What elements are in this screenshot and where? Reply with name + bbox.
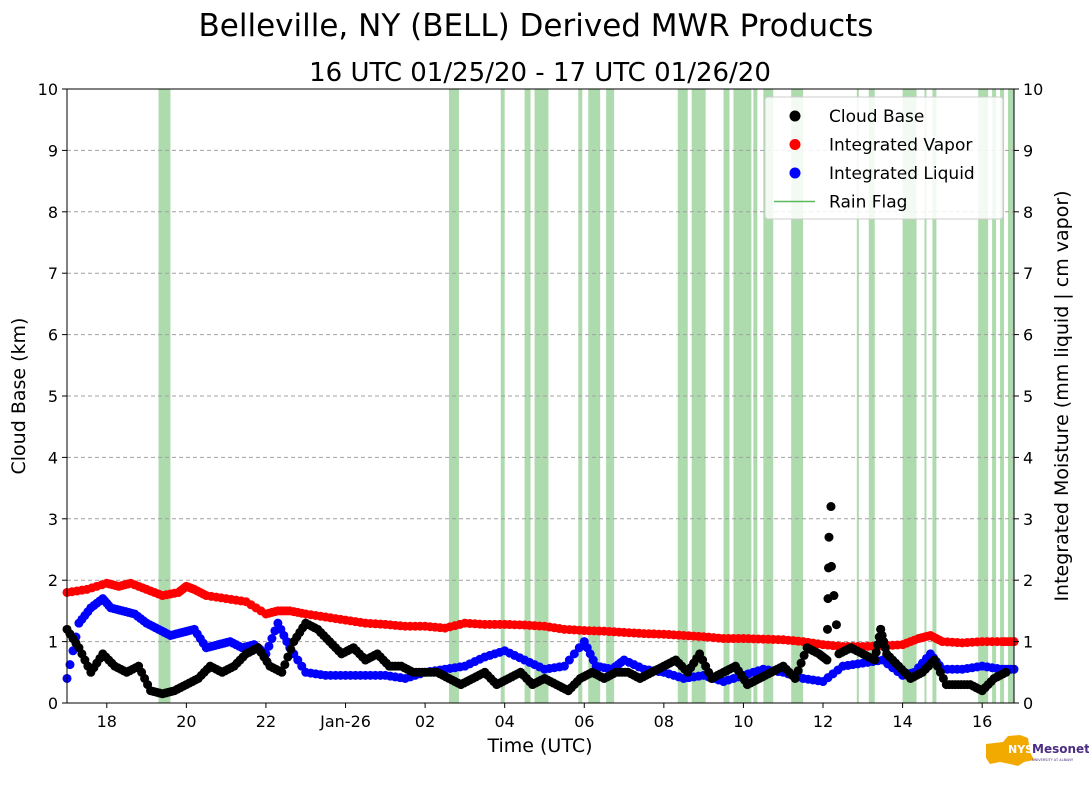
legend-label: Integrated Vapor [829, 136, 972, 156]
data-point [799, 650, 809, 660]
y-tick-label: 8 [48, 203, 58, 222]
x-tick-label: 06 [574, 712, 594, 731]
y-tick-label-right: 7 [1023, 264, 1033, 283]
data-point [793, 666, 803, 676]
rain-flag-band [1000, 89, 1005, 703]
data-point [280, 660, 290, 670]
x-tick-label: 12 [813, 712, 833, 731]
legend-box [764, 96, 1004, 220]
data-point [790, 673, 800, 683]
data-point [1001, 667, 1011, 677]
x-tick-label: 16 [972, 712, 992, 731]
data-point [564, 655, 574, 665]
y-tick-label: 2 [48, 571, 58, 590]
data-point [267, 634, 277, 644]
y-tick-label-right: 3 [1023, 510, 1033, 529]
chart-title: Belleville, NY (BELL) Derived MWR Produc… [199, 8, 874, 44]
y-tick-label-right: 4 [1023, 448, 1033, 467]
data-point [826, 561, 836, 571]
legend-swatch-dot [789, 167, 801, 179]
y-axis-label-left: Cloud Base (km) [8, 318, 30, 475]
data-point [822, 624, 832, 634]
x-tick-label: 22 [256, 712, 276, 731]
data-point [870, 655, 880, 665]
data-point [283, 652, 293, 662]
y-tick-label: 3 [48, 510, 58, 529]
y-tick-label: 1 [48, 633, 58, 652]
legend: Cloud Base Integrated Vapor Integrated Liq… [764, 96, 1004, 220]
x-tick-label: 04 [495, 712, 515, 731]
chart-subtitle: 16 UTC 01/25/20 - 17 UTC 01/26/20 [309, 58, 771, 88]
y-tick-label-right: 9 [1023, 141, 1033, 160]
y-tick-label: 9 [48, 141, 58, 160]
data-point [796, 658, 806, 668]
y-tick-label-right: 2 [1023, 571, 1033, 590]
y-tick-label: 5 [48, 387, 58, 406]
rain-flag-band [158, 89, 171, 703]
x-tick-label: 10 [733, 712, 753, 731]
y-tick-label-right: 6 [1023, 326, 1033, 345]
series-integrated-vapor [62, 578, 1019, 652]
legend-label: Rain Flag [829, 193, 907, 213]
x-tick-label: 18 [97, 712, 117, 731]
y-axis-label-right: Integrated Moisture (mm liquid | cm vapo… [1051, 190, 1073, 601]
data-point [824, 532, 834, 542]
data-point [559, 661, 569, 671]
y-tick-label-right: 5 [1023, 387, 1033, 406]
y-tick-label-right: 8 [1023, 203, 1033, 222]
y-tick-label: 0 [48, 694, 58, 713]
series-cloud-base-outliers- [826, 502, 886, 634]
y-tick-label: 4 [48, 448, 58, 467]
legend-label: Integrated Liquid [829, 164, 975, 184]
rain-flag-band [932, 89, 937, 703]
data-point [826, 502, 836, 512]
rain-flag-band [677, 89, 688, 703]
data-point [569, 649, 579, 659]
y-tick-label: 10 [38, 80, 58, 99]
data-point [871, 647, 881, 657]
x-tick-label: Jan-26 [319, 712, 371, 731]
data-point [822, 655, 832, 665]
x-axis-label: Time (UTC) [486, 735, 592, 757]
new-york-state-shape [986, 735, 1034, 766]
data-point [277, 667, 287, 677]
y-tick-label-right: 10 [1023, 80, 1043, 99]
data-point [876, 624, 886, 634]
logo-nys-text: NYS [1008, 743, 1033, 756]
rain-flag-band [524, 89, 531, 703]
y-tick-label-right: 1 [1023, 633, 1033, 652]
logo-mesonet-text: Mesonet [1032, 742, 1089, 756]
rain-flag-band [856, 89, 859, 703]
x-axis: 18 20 22 Jan-26 02 04 06 08 10 12 14 16 [97, 703, 992, 731]
legend-swatch-dot [789, 110, 801, 122]
legend-label: Cloud Base [829, 107, 924, 127]
x-tick-label: 20 [176, 712, 196, 731]
data-point [264, 641, 274, 651]
rain-flag-band [534, 89, 549, 703]
series-cloud-base [62, 532, 1011, 699]
data-point [829, 591, 839, 601]
rain-flag-band [1008, 89, 1014, 703]
x-tick-label: 14 [892, 712, 912, 731]
legend-swatch-dot [789, 139, 801, 150]
rain-flag-band [606, 89, 615, 703]
rain-flag-band [978, 89, 989, 703]
data-point [65, 660, 75, 670]
data-point [574, 643, 584, 653]
data-point [286, 644, 296, 654]
data-point [831, 620, 841, 630]
x-tick-label: 08 [654, 712, 674, 731]
series-layer [62, 502, 1019, 699]
rain-flag-band [868, 89, 875, 703]
rain-flag-band [924, 89, 927, 703]
logo-university-text: UNIVERSITY AT ALBANY [1032, 758, 1074, 762]
y-tick-label: 7 [48, 264, 58, 283]
x-tick-label: 02 [415, 712, 435, 731]
y-axis-left: 0 1 2 3 4 5 6 7 8 9 10 [38, 80, 67, 713]
y-tick-label: 6 [48, 326, 58, 345]
y-tick-label-right: 0 [1023, 694, 1033, 713]
y-axis-right: 0 1 2 3 4 5 6 7 8 9 10 [1014, 80, 1043, 713]
nys-mesonet-logo: NYS Mesonet UNIVERSITY AT ALBANY [986, 735, 1089, 766]
